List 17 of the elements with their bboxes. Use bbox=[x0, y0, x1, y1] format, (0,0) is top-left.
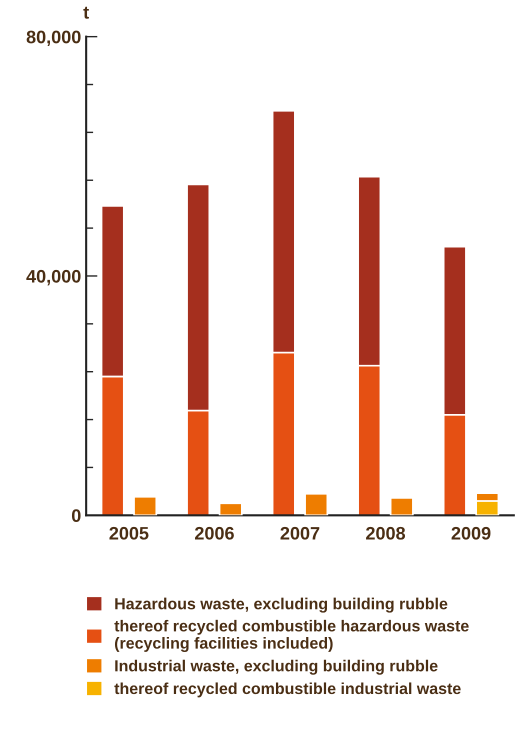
bar bbox=[218, 502, 243, 516]
x-tick-label: 2006 bbox=[194, 526, 234, 540]
legend-label: thereof recycled combustible hazardous waste (recycling facilities included) bbox=[114, 620, 469, 652]
bar bbox=[304, 492, 328, 516]
y-tick-label: 80,000 bbox=[26, 30, 81, 46]
legend-label: Industrial waste, excluding building rubble bbox=[115, 660, 438, 675]
bar bbox=[133, 496, 158, 516]
legend-label: thereof recycled combustible industrial waste bbox=[114, 682, 461, 698]
x-tick-label: 2009 bbox=[452, 526, 490, 540]
x-tick-label: 2005 bbox=[109, 526, 148, 540]
x-tick-label: 2007 bbox=[280, 526, 320, 540]
y-tick-label: 0 bbox=[72, 509, 81, 522]
x-tick-label: 2008 bbox=[366, 526, 406, 540]
y-axis-title: t bbox=[83, 6, 89, 19]
bar bbox=[390, 497, 414, 516]
y-tick-label: 40,000 bbox=[26, 270, 81, 286]
legend-label: Hazardous waste, excluding building rubble bbox=[115, 598, 448, 613]
